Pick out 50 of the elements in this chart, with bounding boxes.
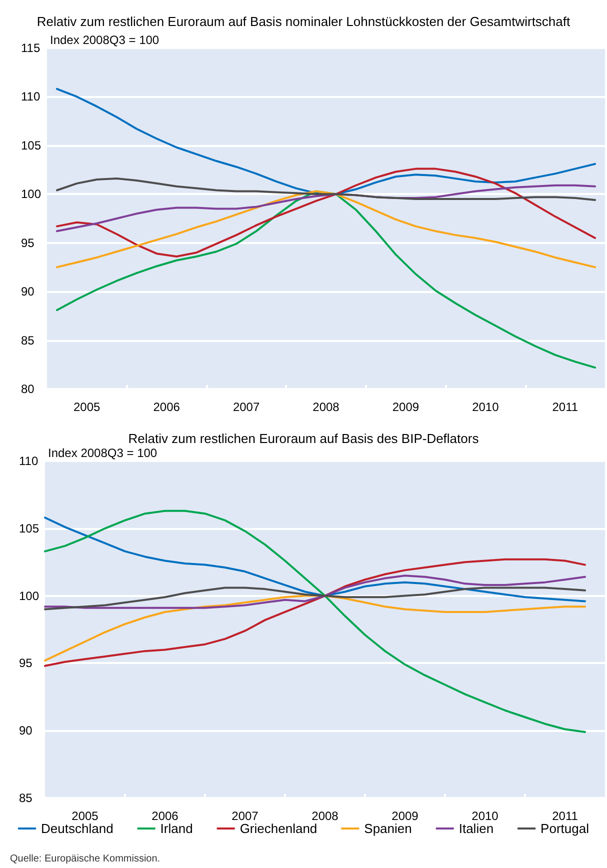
- y-tick-label: 115: [21, 41, 40, 55]
- x-tick-label: 2008: [312, 400, 340, 414]
- y-tick-label: 105: [19, 521, 40, 536]
- line-series: [56, 178, 596, 201]
- x-tick-label: 2007: [232, 400, 260, 414]
- chart-title: Relativ zum restlichen Euroraum auf Basis nominaler Lohnstückkosten der Gesamtwirtschaft: [36, 14, 570, 29]
- y-tick-label: 85: [21, 333, 35, 348]
- y-tick-label: 90: [21, 284, 35, 299]
- x-tick-label: 2009: [392, 400, 420, 414]
- x-tick-label: 2011: [552, 809, 578, 823]
- x-tick-label: 2010: [472, 809, 499, 823]
- line-series: [56, 88, 596, 196]
- x-tick-label: 2011: [552, 400, 578, 414]
- y-tick-label: 105: [21, 138, 42, 152]
- x-tick-label: 2010: [472, 400, 500, 414]
- legend-label: Griechenland: [240, 821, 318, 836]
- y-tick-label: 100: [19, 588, 40, 603]
- x-tick-label: 2005: [72, 809, 99, 823]
- line-series: [44, 516, 586, 602]
- x-tick-label: 2006: [152, 809, 179, 823]
- y-axis-title: Index 2008Q3 = 100: [50, 33, 160, 47]
- legend-label: Spanien: [364, 821, 412, 836]
- x-tick-label: 2007: [232, 809, 259, 823]
- y-tick-label: 80: [21, 382, 35, 396]
- line-series: [44, 510, 586, 733]
- x-tick-label: 2008: [312, 809, 339, 823]
- y-tick-label: 110: [21, 90, 40, 104]
- y-axis-title: Index 2008Q3 = 100: [48, 446, 158, 460]
- legend-label: Italien: [458, 821, 494, 836]
- legend-label: Irland: [160, 821, 193, 836]
- x-tick-label: 2006: [153, 400, 180, 414]
- line-series: [56, 168, 596, 258]
- line-series: [56, 190, 596, 268]
- line-series: [44, 594, 586, 662]
- legend-label: Portugal: [540, 821, 590, 836]
- line-series: [44, 586, 586, 610]
- y-tick-label: 95: [19, 656, 33, 670]
- line-series: [56, 190, 596, 369]
- x-tick-label: 2005: [74, 400, 101, 414]
- y-tick-label: 100: [21, 187, 42, 202]
- y-tick-label: 90: [19, 724, 33, 738]
- y-tick-label: 85: [19, 791, 33, 805]
- chart-title: Relativ zum restlichen Euroraum auf Basis des BIP-Deflators: [128, 431, 480, 446]
- source-note: Quelle: Europäische Kommission.: [10, 854, 160, 864]
- line-series: [44, 558, 586, 667]
- legend-label: Deutschland: [41, 821, 114, 836]
- line-series: [44, 574, 586, 609]
- y-tick-label: 95: [21, 236, 35, 250]
- x-tick-label: 2009: [392, 809, 419, 823]
- y-tick-label: 110: [19, 454, 38, 468]
